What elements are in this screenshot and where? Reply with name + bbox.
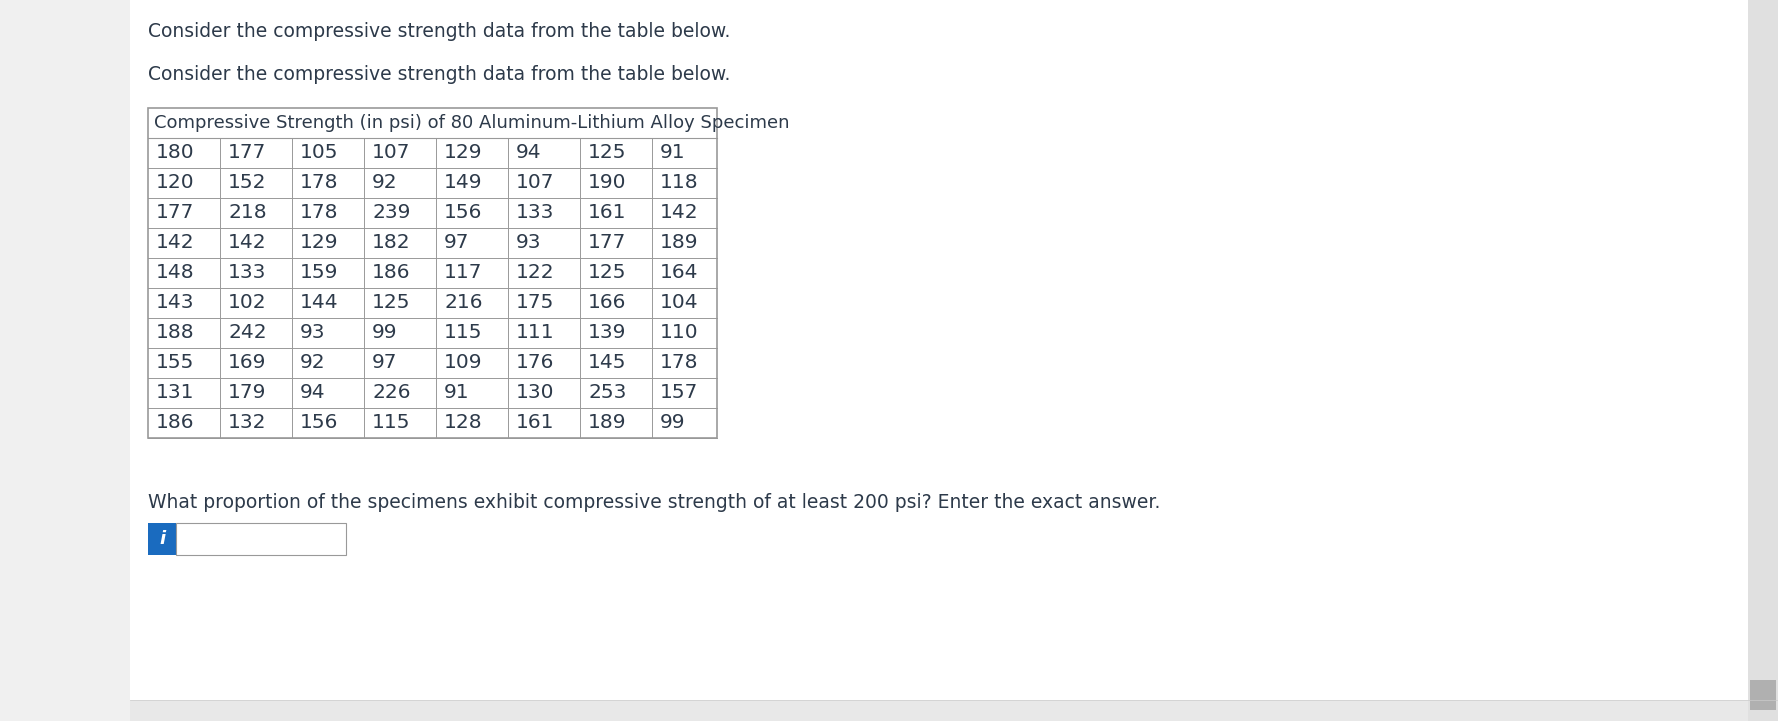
Text: 182: 182 (372, 234, 411, 252)
Text: 148: 148 (156, 263, 194, 283)
Text: 166: 166 (589, 293, 626, 312)
Text: 132: 132 (228, 414, 267, 433)
Bar (130, 700, 1778, 721)
Text: 177: 177 (228, 143, 267, 162)
Bar (176, 523, 347, 555)
Text: 145: 145 (589, 353, 626, 373)
Bar (1748, 0, 1778, 721)
Text: 253: 253 (589, 384, 626, 402)
Text: 97: 97 (444, 234, 469, 252)
Text: 122: 122 (516, 263, 555, 283)
Text: 139: 139 (589, 324, 626, 342)
Text: 186: 186 (156, 414, 194, 433)
Text: 143: 143 (156, 293, 194, 312)
Text: 93: 93 (516, 234, 542, 252)
Text: 161: 161 (589, 203, 626, 223)
Text: 239: 239 (372, 203, 411, 223)
Text: 118: 118 (660, 174, 699, 193)
Text: 177: 177 (589, 234, 626, 252)
Text: Compressive Strength (in psi) of 80 Aluminum-Lithium Alloy Specimen: Compressive Strength (in psi) of 80 Alum… (155, 114, 789, 132)
Text: 130: 130 (516, 384, 555, 402)
Text: 94: 94 (300, 384, 325, 402)
Text: 242: 242 (228, 324, 267, 342)
Text: 188: 188 (156, 324, 194, 342)
Text: 99: 99 (372, 324, 398, 342)
Text: 226: 226 (372, 384, 411, 402)
Text: i: i (158, 530, 165, 548)
Text: 164: 164 (660, 263, 699, 283)
Text: 102: 102 (228, 293, 267, 312)
Text: 91: 91 (444, 384, 469, 402)
Text: 99: 99 (660, 414, 686, 433)
Text: 131: 131 (156, 384, 194, 402)
Text: 107: 107 (516, 174, 555, 193)
Text: 180: 180 (156, 143, 194, 162)
Text: 105: 105 (300, 143, 338, 162)
Text: 129: 129 (444, 143, 482, 162)
Text: 161: 161 (516, 414, 555, 433)
Text: 91: 91 (660, 143, 686, 162)
Text: 189: 189 (589, 414, 626, 433)
Text: 109: 109 (444, 353, 482, 373)
Text: 115: 115 (372, 414, 411, 433)
Text: 175: 175 (516, 293, 555, 312)
Text: 117: 117 (444, 263, 482, 283)
Text: 218: 218 (228, 203, 267, 223)
Text: 149: 149 (444, 174, 482, 193)
Text: 125: 125 (589, 263, 626, 283)
Text: 157: 157 (660, 384, 699, 402)
Text: 190: 190 (589, 174, 626, 193)
Text: 133: 133 (228, 263, 267, 283)
Text: 111: 111 (516, 324, 555, 342)
Text: Consider the compressive strength data from the table below.: Consider the compressive strength data f… (148, 22, 731, 41)
Text: 177: 177 (156, 203, 194, 223)
Text: 142: 142 (660, 203, 699, 223)
Text: 178: 178 (660, 353, 699, 373)
Text: Consider the compressive strength data from the table below.: Consider the compressive strength data f… (148, 65, 731, 84)
Text: 128: 128 (444, 414, 482, 433)
Text: 107: 107 (372, 143, 411, 162)
Text: 156: 156 (444, 203, 482, 223)
Text: 176: 176 (516, 353, 555, 373)
Text: 142: 142 (156, 234, 194, 252)
Text: 179: 179 (228, 384, 267, 402)
Text: 93: 93 (300, 324, 325, 342)
Text: 92: 92 (372, 174, 398, 193)
Bar (1750, 680, 1776, 710)
Text: 92: 92 (300, 353, 325, 373)
Text: 125: 125 (372, 293, 411, 312)
Text: 142: 142 (228, 234, 267, 252)
Text: 155: 155 (156, 353, 194, 373)
Text: 156: 156 (300, 414, 338, 433)
Text: 152: 152 (228, 174, 267, 193)
Text: 186: 186 (372, 263, 411, 283)
Bar (148, 523, 176, 555)
Text: 189: 189 (660, 234, 699, 252)
Bar (148, 108, 717, 438)
Text: 110: 110 (660, 324, 699, 342)
Text: 169: 169 (228, 353, 267, 373)
Text: 94: 94 (516, 143, 542, 162)
Text: 97: 97 (372, 353, 398, 373)
Text: 115: 115 (444, 324, 482, 342)
Text: 125: 125 (589, 143, 626, 162)
Text: 216: 216 (444, 293, 482, 312)
Text: 178: 178 (300, 203, 338, 223)
Text: 120: 120 (156, 174, 194, 193)
Text: 144: 144 (300, 293, 338, 312)
Text: 133: 133 (516, 203, 555, 223)
Text: 178: 178 (300, 174, 338, 193)
Text: 159: 159 (300, 263, 338, 283)
Text: 104: 104 (660, 293, 699, 312)
Text: What proportion of the specimens exhibit compressive strength of at least 200 ps: What proportion of the specimens exhibit… (148, 493, 1161, 512)
Text: 129: 129 (300, 234, 338, 252)
